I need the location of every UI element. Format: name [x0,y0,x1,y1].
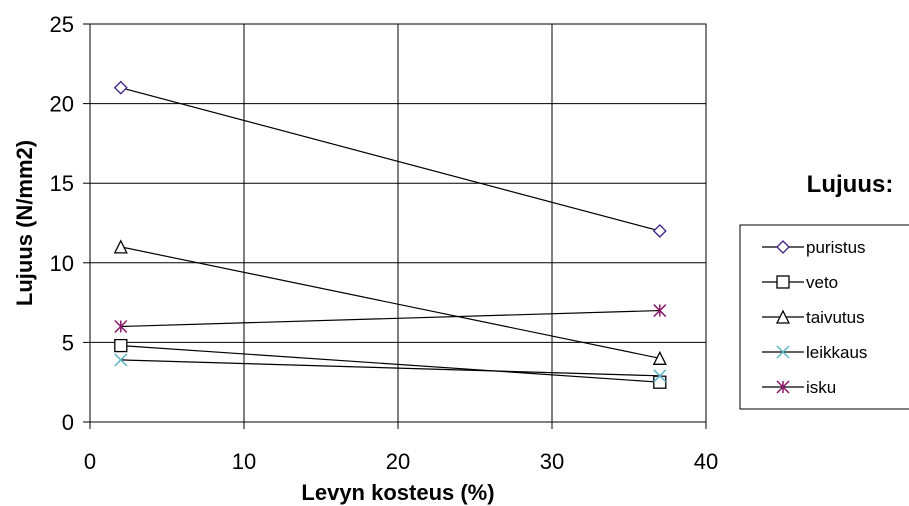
legend-label: taivutus [806,308,865,327]
legend-item-puristus: puristus [762,238,866,257]
series-puristus [113,80,667,238]
data-point [113,80,128,95]
series-leikkaus [114,353,667,383]
legend-item-veto: veto [762,273,838,292]
x-tick-label: 0 [84,449,96,474]
series-group [113,80,667,389]
legend-marker [776,345,790,359]
legend-marker [776,380,790,394]
x-tick-label: 30 [540,449,564,474]
series-line [120,87,660,232]
y-tick-label: 25 [50,12,74,37]
data-point [652,224,667,238]
gridlines [90,24,706,422]
x-tick-label: 20 [386,449,410,474]
legend-label: veto [806,273,838,292]
y-tick-label: 5 [62,330,74,355]
data-point [653,375,667,389]
legend: puristus veto taivutus leikkaus isku [762,238,867,397]
y-tick-label: 0 [62,410,74,435]
legend-item-taivutus: taivutus [762,308,865,327]
data-point [653,369,667,383]
data-point [113,239,128,254]
legend-label: puristus [806,238,866,257]
y-axis-ticks: 0 5 10 15 20 25 [50,12,90,435]
data-point [652,350,667,365]
legend-item-leikkaus: leikkaus [762,343,867,362]
series-veto [114,338,667,389]
data-point [653,304,667,318]
data-point [114,353,128,367]
series-line [120,309,660,328]
data-point [114,338,128,353]
series-line [120,344,660,383]
series-line [120,246,660,359]
y-axis-title: Lujuus (N/mm2) [12,140,37,306]
legend-marker [775,309,791,324]
legend-label: leikkaus [806,343,867,362]
legend-item-isku: isku [762,378,836,397]
y-tick-label: 20 [50,92,74,117]
legend-label: isku [806,378,836,397]
y-tick-label: 10 [50,251,74,276]
data-point [114,319,128,334]
x-tick-label: 10 [232,449,256,474]
series-isku [114,304,667,334]
x-axis-ticks: 0 10 20 30 40 [84,422,718,474]
legend-marker [776,275,790,289]
x-axis-title: Levyn kosteus (%) [301,480,494,505]
legend-marker [776,240,790,254]
series-line [120,359,660,377]
x-tick-label: 40 [694,449,718,474]
legend-title: Lujuus: [807,171,894,198]
y-tick-label: 15 [50,171,74,196]
series-taivutus [113,239,667,365]
